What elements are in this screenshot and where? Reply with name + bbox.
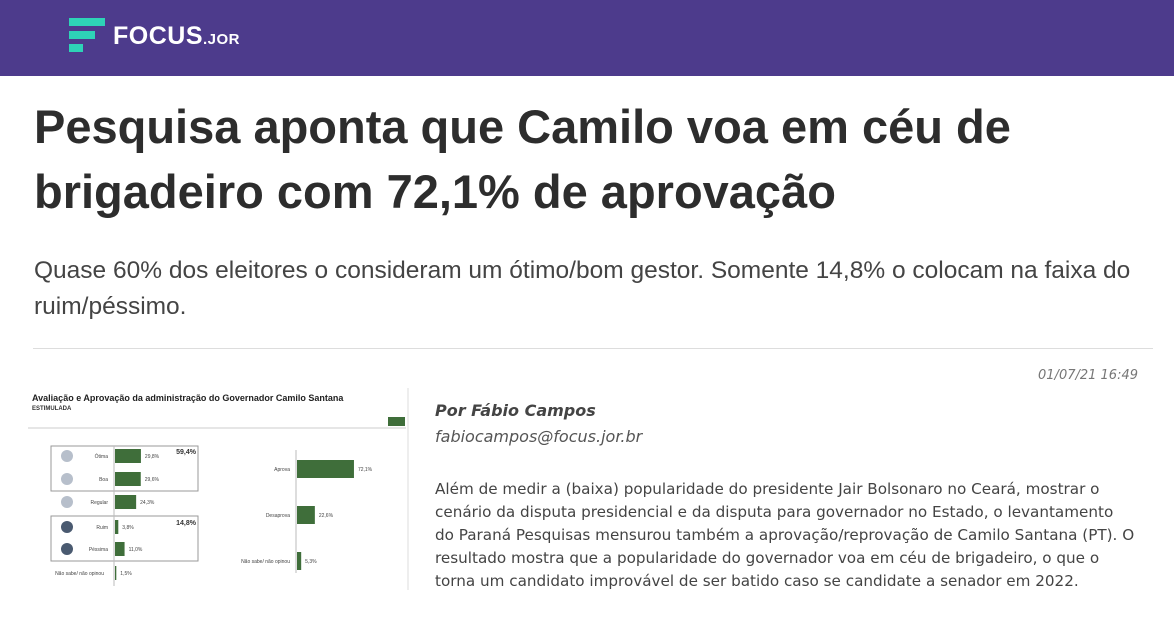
rating-face-icon [61,450,73,462]
chart-subtitle: ESTIMULADA [32,406,72,412]
rating-face-icon [61,473,73,485]
group-box-positive [50,445,199,492]
bar [297,552,302,570]
group-total-label: 59,4% [176,449,197,456]
category-label: Regular [90,500,108,506]
site-header: FOCUS.JOR [0,0,1174,76]
bar-value-label: 11,0% [129,547,143,553]
category-label: Boa [99,477,108,483]
bar [115,520,119,534]
category-label: Aprova [274,467,290,473]
bar [115,495,137,509]
bar-value-label: 29,8% [145,454,160,460]
group-total-label: 14,8% [176,520,197,527]
bar-value-label: 72,1% [358,467,373,473]
bar [115,542,125,556]
rating-face-icon [61,496,73,508]
publish-date: 01/07/21 16:49 [1038,368,1138,383]
poll-chart: Avaliação e Aprovação da administração d… [28,388,409,590]
logo-suffix: .JOR [203,30,241,48]
category-label: Desaprova [266,513,290,519]
logo-mark-icon [69,18,105,54]
article-figure: Avaliação e Aprovação da administração d… [28,388,411,590]
author-name: Por Fábio Campos [435,401,596,420]
category-label: Ótima [95,453,109,460]
article-subtitle: Quase 60% dos eleitores o consideram um … [34,257,1131,320]
rating-face-icon [61,543,73,555]
bar [115,472,141,486]
category-label: Não sabe/ não opinou [241,559,290,565]
category-label: Ruim [96,525,108,531]
bar-value-label: 1,5% [120,571,132,577]
category-label: Péssima [89,547,108,553]
rating-face-icon [61,521,73,533]
article-body: Além de medir a (baixa) popularidade do … [435,480,1135,590]
bar [297,460,354,478]
divider [33,348,1153,349]
bar-value-label: 24,3% [140,500,155,506]
page-badge [388,417,405,426]
bar-value-label: 3,8% [122,525,134,531]
author-email[interactable]: fabiocampos@focus.jor.br [435,427,643,446]
chart-title: Avaliação e Aprovação da administração d… [32,393,344,403]
bar-value-label: 22,6% [319,513,334,519]
site-logo[interactable]: FOCUS.JOR [69,18,240,54]
category-label: Não sabe/ não opinou [55,571,104,577]
bar-value-label: 29,6% [145,477,160,483]
article-title: Pesquisa aponta que Camilo voa em céu de… [34,100,1011,218]
bar-value-label: 5,3% [305,559,317,565]
bar [115,449,141,463]
logo-main: FOCUS [113,21,203,50]
group-box-negative [50,515,199,562]
bar [115,566,117,580]
bar [297,506,315,524]
